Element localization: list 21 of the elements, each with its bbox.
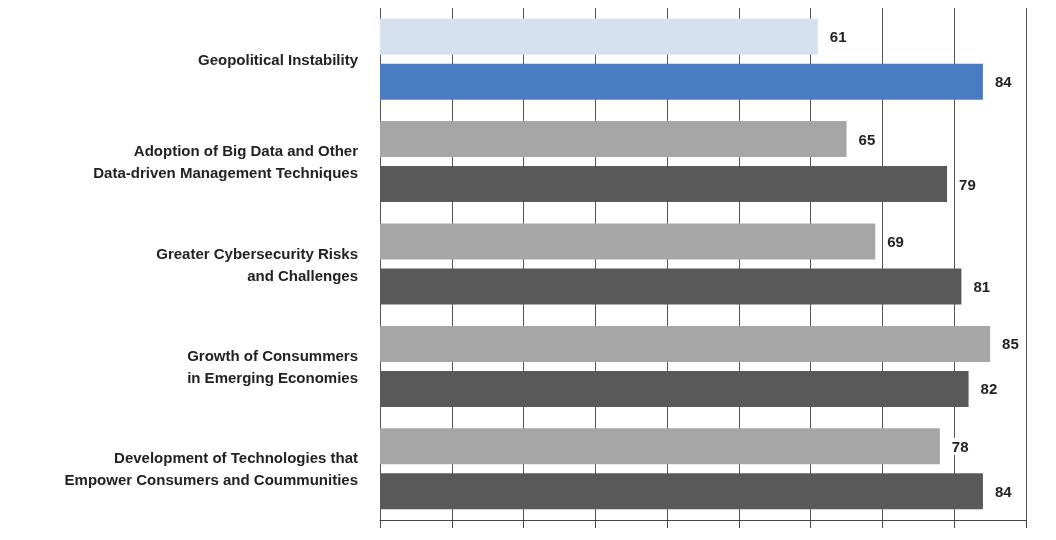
data-label: 61 <box>829 28 847 46</box>
bar <box>380 18 818 55</box>
data-label: 81 <box>973 278 991 295</box>
bar <box>380 428 940 465</box>
bar <box>380 325 991 362</box>
y-tick-label: Development of Technologies that Empower Consumers and Coummunities <box>64 449 358 489</box>
data-label: 82 <box>980 380 998 398</box>
data-label: 84 <box>994 73 1013 91</box>
bar <box>380 121 847 158</box>
data-label: 78 <box>951 437 969 455</box>
data-label: 84 <box>994 482 1013 500</box>
data-label: 85 <box>1002 335 1019 353</box>
data-label: 79 <box>959 175 976 193</box>
y-tick-label: Growth of Consummers in Emerging Economies <box>187 346 358 386</box>
y-tick-label: Greater Cybersecurity Risks and Challenges <box>156 244 358 284</box>
data-label: 69 <box>887 233 904 250</box>
data-label: 65 <box>858 130 876 148</box>
bar <box>380 223 876 260</box>
y-tick-label: Adoption of Big Data and Other Data-driven Management Techniques <box>93 142 359 182</box>
y-tick-label: Geopolitical Instability <box>197 50 359 68</box>
bar <box>380 63 983 100</box>
